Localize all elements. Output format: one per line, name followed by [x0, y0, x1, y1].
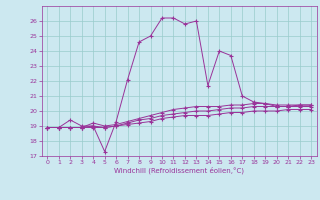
X-axis label: Windchill (Refroidissement éolien,°C): Windchill (Refroidissement éolien,°C): [114, 167, 244, 174]
